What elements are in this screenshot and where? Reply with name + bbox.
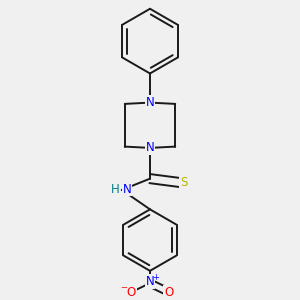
Text: H: H [111, 183, 120, 196]
Text: O: O [164, 286, 173, 299]
Text: O: O [127, 286, 136, 299]
Text: N: N [146, 141, 154, 154]
Text: +: + [152, 273, 159, 282]
Text: S: S [180, 176, 188, 189]
Text: N: N [123, 183, 132, 196]
Text: −: − [121, 284, 128, 292]
Text: N: N [146, 275, 154, 288]
Text: N: N [146, 96, 154, 109]
